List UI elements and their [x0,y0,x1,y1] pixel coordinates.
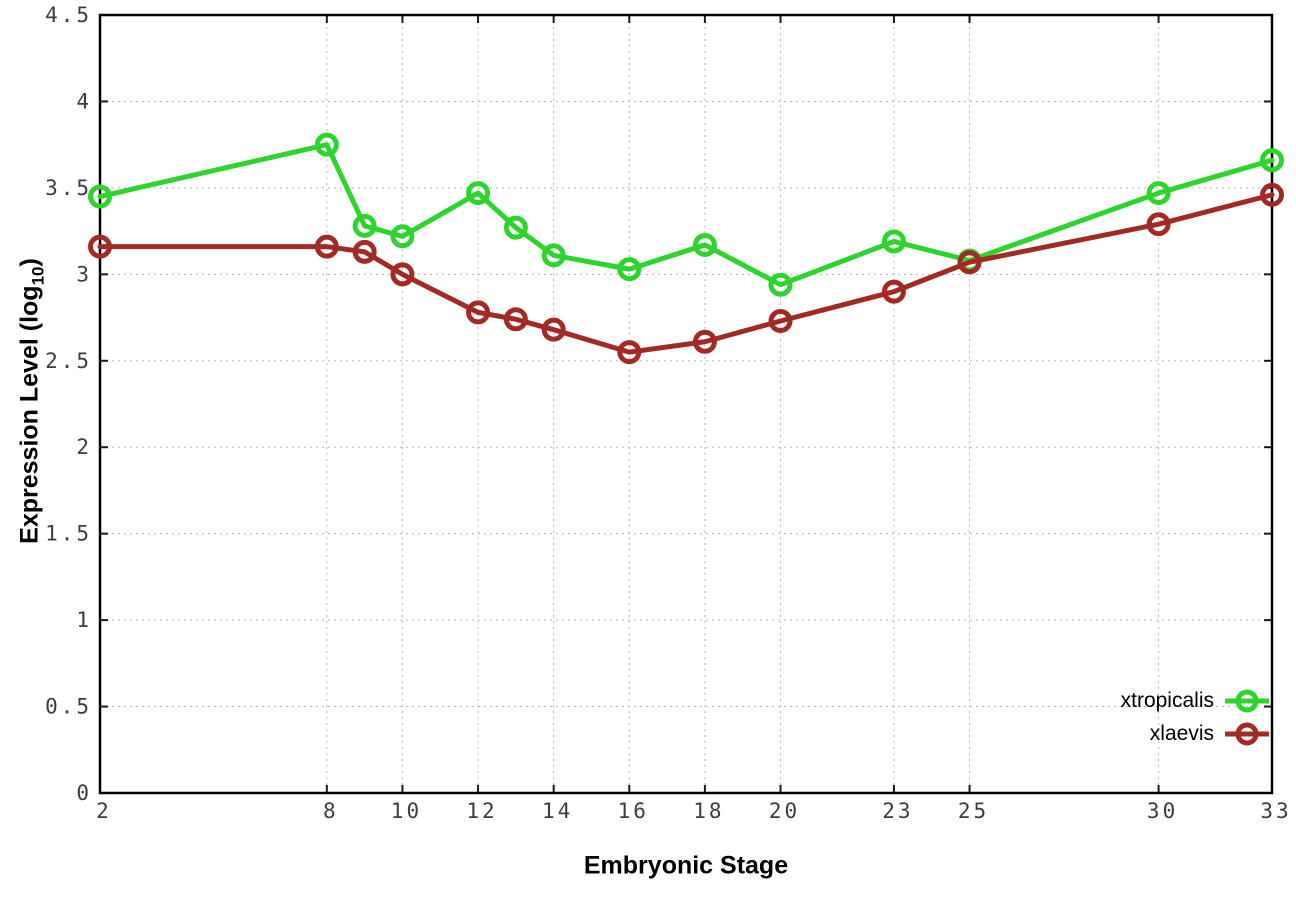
data-point-xtropicalis [617,257,642,282]
y-axis-title-text: Expression Level (log [15,285,44,544]
data-point-xtropicalis [314,132,339,157]
y-tick-label: 1.5 [45,522,92,546]
data-point-xlaevis [1146,212,1171,237]
x-tick-label: 25 [958,799,989,823]
x-tick-label: 2 [96,799,112,823]
y-axis-title: Expression Level (log10) [16,258,49,544]
plot-border [98,13,1274,795]
legend-line-circle-icon [1225,722,1269,745]
y-tick-label: 0.5 [45,695,92,719]
x-tick-label: 33 [1260,799,1291,823]
x-tick-label: 10 [391,799,422,823]
data-point-xlaevis [390,262,415,287]
x-tick-label: 23 [882,799,913,823]
x-tick-label: 16 [618,799,649,823]
data-point-xlaevis [692,329,717,354]
y-tick-label: 2 [76,435,92,459]
data-point-xlaevis [503,307,528,332]
data-point-xlaevis [881,279,906,304]
data-point-xtropicalis [390,224,415,249]
x-tick-label: 8 [323,799,339,823]
y-tick-label: 3.5 [45,176,92,200]
data-point-xtropicalis [466,181,491,206]
data-point-xtropicalis [768,272,793,297]
data-point-xtropicalis [692,232,717,257]
data-point-xlaevis [314,234,339,259]
data-point-xtropicalis [1146,181,1171,206]
series-line-xlaevis [97,192,1275,355]
y-tick-label: 4 [76,89,92,113]
x-tick-label: 18 [693,799,724,823]
data-point-xtropicalis [541,243,566,268]
legend-label-xtropicalis: xtropicalis [1120,689,1214,712]
data-point-xlaevis [352,239,377,264]
data-point-xlaevis [88,234,112,259]
y-tick-label: 3 [76,262,92,286]
x-tick-label: 20 [769,799,800,823]
y-tick-label: 4.5 [45,3,92,27]
y-tick-label: 1 [76,608,92,632]
y-tick-label: 2.5 [45,349,92,373]
data-point-xtropicalis [88,184,112,209]
series-line-xtropicalis [97,142,1275,288]
data-point-xtropicalis [881,229,906,254]
legend-row-xtropicalis: xtropicalis [1121,684,1270,717]
data-point-xlaevis [466,300,491,325]
data-point-xtropicalis [1260,148,1284,173]
legend-line-circle-icon [1225,689,1269,712]
data-point-xlaevis [1260,182,1284,207]
y-tick-label: 0 [76,781,92,805]
legend: xtropicalis xlaevis [1121,684,1270,750]
data-point-xlaevis [957,250,982,275]
x-tick-label: 12 [466,799,497,823]
data-point-xtropicalis [503,215,528,240]
data-point-xlaevis [768,309,793,334]
legend-row-xlaevis: xlaevis [1121,717,1270,750]
x-tick-label: 30 [1147,799,1178,823]
x-tick-label: 14 [542,799,573,823]
data-point-xtropicalis [352,213,377,238]
y-axis-title-subscript: 10 [28,266,48,286]
x-axis-title: Embryonic Stage [583,851,789,880]
y-axis-title-suffix: ) [15,258,44,267]
data-point-xlaevis [541,317,566,342]
legend-label-xlaevis: xlaevis [1149,722,1214,745]
data-point-xlaevis [617,340,642,365]
